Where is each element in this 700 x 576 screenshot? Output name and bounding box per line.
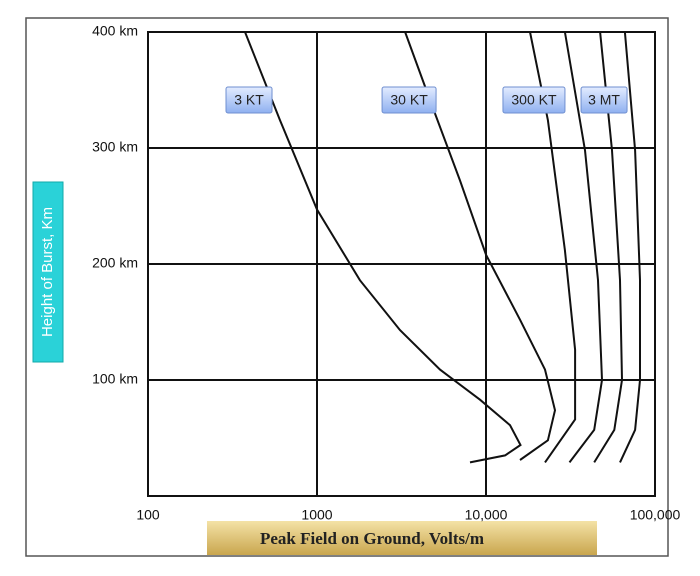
curve — [244, 31, 522, 464]
y-tick-label: 400 km — [92, 23, 138, 39]
series-tag-box — [580, 86, 628, 114]
curve — [593, 31, 624, 463]
curve — [563, 31, 604, 464]
x-tick-label: 100,000 — [630, 507, 681, 523]
y-tick-label: 100 km — [92, 371, 138, 387]
curve — [404, 31, 557, 461]
x-tick-label: 10,000 — [465, 507, 508, 523]
series-tag-box — [502, 86, 566, 114]
series-tag-box — [381, 86, 437, 114]
frame — [25, 17, 669, 557]
series-tag: 3 MT — [588, 92, 620, 108]
x-axis-label: Peak Field on Ground, Volts/m — [260, 529, 484, 548]
y-axis-label: Height of Burst, Km — [39, 207, 56, 337]
y-tick-label: 200 km — [92, 255, 138, 271]
series-tag: 30 KT — [390, 92, 428, 108]
y-label-box — [32, 181, 64, 363]
x-label-box — [207, 521, 597, 555]
series-tag-box — [225, 86, 273, 114]
curve — [619, 31, 641, 463]
x-tick-label: 100 — [136, 507, 160, 523]
x-tick-label: 1000 — [301, 507, 332, 523]
y-tick-label: 300 km — [92, 139, 138, 155]
series-tag: 300 KT — [511, 92, 557, 108]
series-tag: 3 KT — [234, 92, 264, 108]
